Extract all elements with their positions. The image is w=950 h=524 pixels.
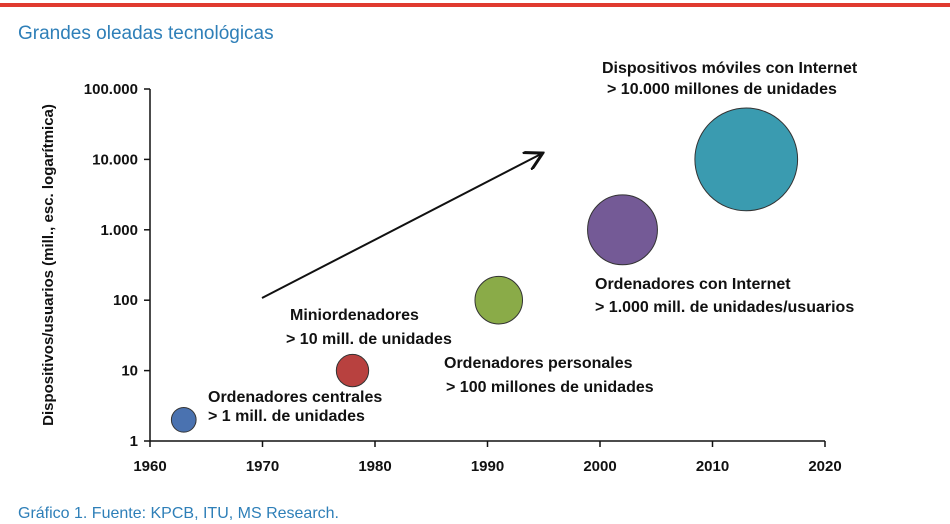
x-tick-label: 1970 [246, 458, 279, 475]
bubble [335, 353, 370, 388]
caption: Gráfico 1. Fuente: KPCB, ITU, MS Researc… [18, 505, 339, 522]
bubble [474, 275, 524, 325]
annotation: > 1 mill. de unidades [208, 408, 365, 425]
bubble [694, 107, 799, 212]
x-tick-label: 1960 [133, 458, 166, 475]
annotation: Miniordenadores [290, 307, 419, 324]
y-tick-label: 100 [113, 292, 138, 309]
annotation: > 10.000 millones de unidades [607, 81, 837, 98]
page-title: Grandes oleadas tecnológicas [18, 23, 274, 44]
annotation: > 1.000 mill. de unidades/usuarios [595, 299, 854, 316]
y-tick-label: 1 [130, 433, 138, 450]
y-tick-label: 100.000 [84, 81, 138, 98]
bubble [587, 194, 658, 266]
annotation: Dispositivos móviles con Internet [602, 60, 858, 77]
y-tick-label: 10.000 [92, 151, 138, 168]
annotation: > 10 mill. de unidades [286, 331, 452, 348]
annotation: Ordenadores centrales [208, 389, 382, 406]
y-tick-label: 1.000 [100, 222, 138, 239]
x-tick-label: 2000 [583, 458, 616, 475]
x-tick-label: 2020 [808, 458, 841, 475]
y-axis-label: Dispositivos/usuarios (mill., esc. logar… [40, 104, 57, 426]
y-tick-label: 10 [121, 363, 138, 380]
trend-arrow [261, 154, 541, 299]
x-tick-label: 2010 [696, 458, 729, 475]
annotation: > 100 millones de unidades [446, 379, 654, 396]
annotation: Ordenadores con Internet [595, 276, 791, 293]
top-rule [0, 3, 950, 7]
x-tick-label: 1990 [471, 458, 504, 475]
x-tick-label: 1980 [358, 458, 391, 475]
annotation: Ordenadores personales [444, 355, 633, 372]
bubble [170, 406, 197, 433]
